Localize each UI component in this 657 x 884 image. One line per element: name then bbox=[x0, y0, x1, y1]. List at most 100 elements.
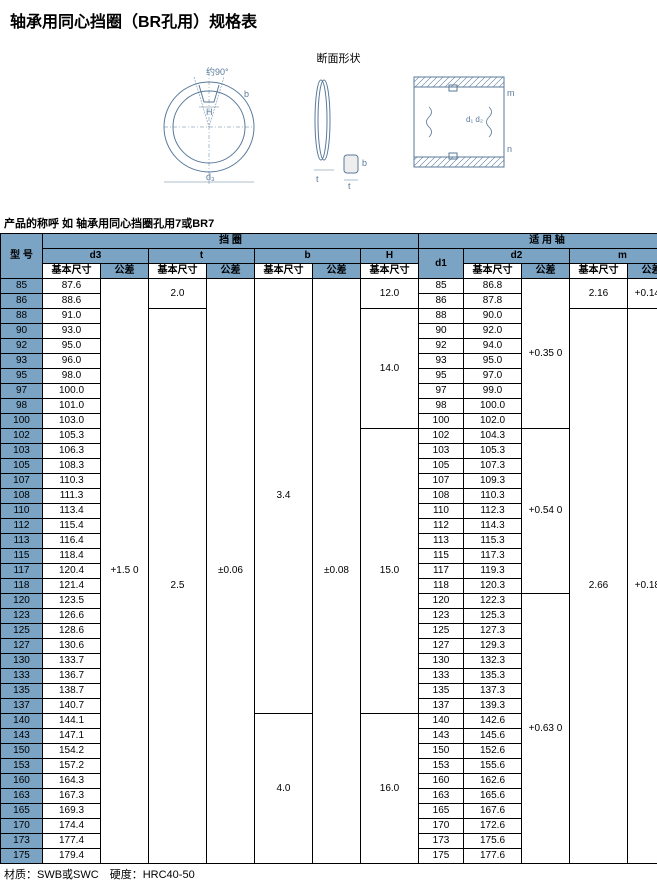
cell: 107 bbox=[419, 474, 464, 489]
table-head: 型 号 挡 圈 适 用 轴 d3 t b H d1 d2 m 基本尺寸 公差 基… bbox=[1, 234, 657, 279]
cell: 102.0 bbox=[464, 414, 522, 429]
cell: 115 bbox=[419, 549, 464, 564]
cell: 86 bbox=[419, 294, 464, 309]
cell: 113 bbox=[1, 534, 43, 549]
subtitle: 产品的称呼 如 轴承用同心挡圈孔用7或BR7 bbox=[0, 213, 657, 233]
cell: 118 bbox=[1, 579, 43, 594]
cell: 98 bbox=[419, 399, 464, 414]
cell: 123.5 bbox=[43, 594, 101, 609]
cell: 164.3 bbox=[43, 774, 101, 789]
cell: +0.18 0 bbox=[628, 309, 657, 864]
cell: 129.3 bbox=[464, 639, 522, 654]
cell: 125 bbox=[419, 624, 464, 639]
spec-table: 型 号 挡 圈 适 用 轴 d3 t b H d1 d2 m 基本尺寸 公差 基… bbox=[0, 233, 657, 864]
diagram-row: 约90° H d₃ b 断面形状 t t b m n bbox=[0, 40, 657, 213]
cell: 3.4 bbox=[255, 279, 313, 714]
cell: 126.6 bbox=[43, 609, 101, 624]
cell: 108 bbox=[419, 489, 464, 504]
cell: 118.4 bbox=[43, 549, 101, 564]
cell: 167.6 bbox=[464, 804, 522, 819]
cell: 95 bbox=[419, 369, 464, 384]
cell: 106.3 bbox=[43, 444, 101, 459]
cell: 92.0 bbox=[464, 324, 522, 339]
cell: 102 bbox=[1, 429, 43, 444]
cell: 120 bbox=[1, 594, 43, 609]
cell: 110.3 bbox=[464, 489, 522, 504]
cell: 103 bbox=[419, 444, 464, 459]
cell: 169.3 bbox=[43, 804, 101, 819]
cell: 170 bbox=[419, 819, 464, 834]
cell: 157.2 bbox=[43, 759, 101, 774]
cell: 121.4 bbox=[43, 579, 101, 594]
footer-note: 材质：SWB或SWC 硬度：HRC40-50 bbox=[0, 864, 657, 884]
cell: 16.0 bbox=[361, 714, 419, 864]
cell: 115.4 bbox=[43, 519, 101, 534]
cell: 90 bbox=[1, 324, 43, 339]
cell: 137 bbox=[1, 699, 43, 714]
cell: 103.0 bbox=[43, 414, 101, 429]
hdr-ring: 挡 圈 bbox=[43, 234, 419, 249]
cell: 163 bbox=[419, 789, 464, 804]
cell: 140.7 bbox=[43, 699, 101, 714]
cell: 127 bbox=[419, 639, 464, 654]
cell: 87.8 bbox=[464, 294, 522, 309]
ring-side-diagram: t t b bbox=[304, 70, 374, 190]
cell: 87.6 bbox=[43, 279, 101, 294]
cell: 105 bbox=[419, 459, 464, 474]
cell: +0.35 0 bbox=[522, 279, 570, 429]
cell: 123 bbox=[419, 609, 464, 624]
cell: 143 bbox=[419, 729, 464, 744]
hdr-base: 基本尺寸 bbox=[464, 264, 522, 279]
cell: 153 bbox=[419, 759, 464, 774]
cell: 96.0 bbox=[43, 354, 101, 369]
cell: 142.6 bbox=[464, 714, 522, 729]
hdr-tol: 公差 bbox=[522, 264, 570, 279]
cell: +1.5 0 bbox=[101, 279, 149, 864]
hdr-base: 基本尺寸 bbox=[149, 264, 207, 279]
cell: 100.0 bbox=[43, 384, 101, 399]
cell: 112 bbox=[419, 519, 464, 534]
cell: 103 bbox=[1, 444, 43, 459]
cell: 90.0 bbox=[464, 309, 522, 324]
cell: 100 bbox=[1, 414, 43, 429]
hdr-base: 基本尺寸 bbox=[570, 264, 628, 279]
cell: +0.63 0 bbox=[522, 594, 570, 864]
cell: 120.3 bbox=[464, 579, 522, 594]
cell: 14.0 bbox=[361, 309, 419, 429]
table-body: 8587.6+1.5 02.0±0.063.4±0.0812.08586.8+0… bbox=[1, 279, 657, 864]
cell: 116.4 bbox=[43, 534, 101, 549]
cell: 167.3 bbox=[43, 789, 101, 804]
cell: 111.3 bbox=[43, 489, 101, 504]
cell: 172.6 bbox=[464, 819, 522, 834]
cell: 4.0 bbox=[255, 714, 313, 864]
svg-text:d₃: d₃ bbox=[206, 172, 215, 182]
cell: 93.0 bbox=[43, 324, 101, 339]
cell: 155.6 bbox=[464, 759, 522, 774]
cell: 120 bbox=[419, 594, 464, 609]
cell: 125.3 bbox=[464, 609, 522, 624]
cell: 97 bbox=[419, 384, 464, 399]
cell: 162.6 bbox=[464, 774, 522, 789]
cell: 2.5 bbox=[149, 309, 207, 864]
cell: 115 bbox=[1, 549, 43, 564]
cell: 86 bbox=[1, 294, 43, 309]
hdr-tol: 公差 bbox=[101, 264, 149, 279]
cell: 137 bbox=[419, 699, 464, 714]
cell: 175 bbox=[1, 849, 43, 864]
cell: 99.0 bbox=[464, 384, 522, 399]
hdr-d3: d3 bbox=[43, 249, 149, 264]
cell: 102 bbox=[419, 429, 464, 444]
svg-text:t: t bbox=[316, 174, 319, 184]
cell: 114.3 bbox=[464, 519, 522, 534]
hdr-tol: 公差 bbox=[313, 264, 361, 279]
cell: 130 bbox=[1, 654, 43, 669]
cell: 105.3 bbox=[464, 444, 522, 459]
cell: 150 bbox=[419, 744, 464, 759]
cell: 98 bbox=[1, 399, 43, 414]
cell: 135 bbox=[419, 684, 464, 699]
cell: 107 bbox=[1, 474, 43, 489]
cell: 123 bbox=[1, 609, 43, 624]
table-row: 8587.6+1.5 02.0±0.063.4±0.0812.08586.8+0… bbox=[1, 279, 657, 294]
cell: 108 bbox=[1, 489, 43, 504]
cell: 108.3 bbox=[43, 459, 101, 474]
